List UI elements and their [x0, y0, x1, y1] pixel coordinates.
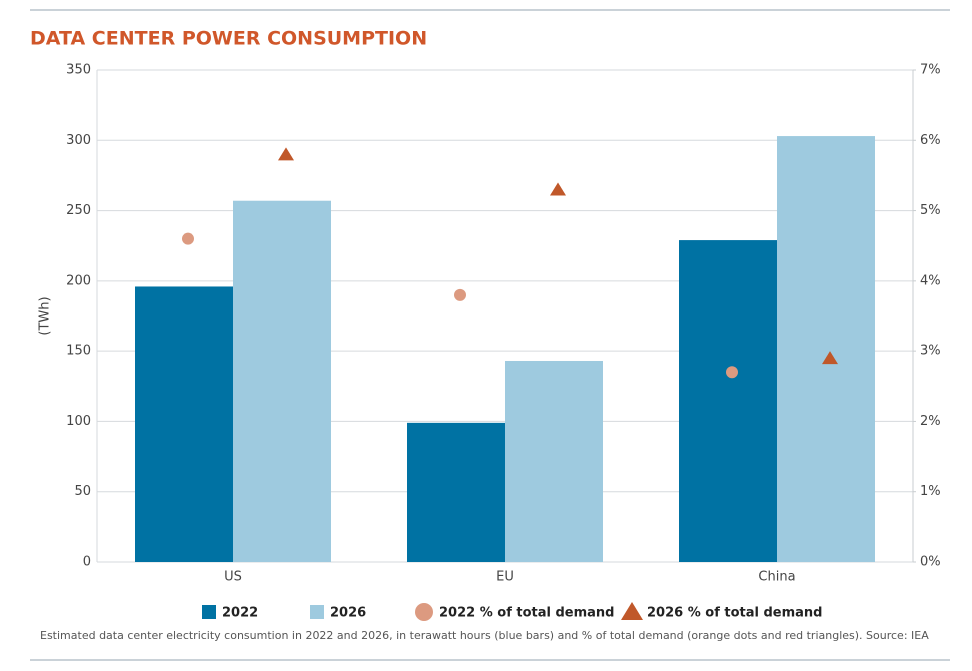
y-axis-label: (TWh) [38, 296, 53, 335]
chart-title: DATA CENTER POWER CONSUMPTION [30, 28, 427, 50]
triangle-marker [278, 147, 294, 161]
dot-marker [454, 288, 466, 301]
legend-swatch [310, 605, 324, 619]
dot-marker [182, 232, 194, 245]
dot-marker [726, 366, 738, 379]
y2-tick-label: 6% [920, 133, 941, 148]
y-tick-label: 300 [66, 133, 91, 148]
bar [233, 200, 331, 562]
bar [505, 360, 603, 562]
y2-tick-label: 7% [920, 63, 941, 78]
y2-tick-label: 4% [920, 273, 941, 288]
legend-label: 2022 [222, 606, 258, 621]
legend-label: 2026 % of total demand [647, 606, 823, 621]
bar [407, 422, 505, 562]
y-tick-label: 150 [66, 344, 91, 359]
y-tick-label: 100 [66, 414, 91, 429]
legend-swatch [621, 602, 643, 620]
y-tick-label: 200 [66, 273, 91, 288]
legend-swatch [202, 605, 216, 619]
bar [679, 240, 777, 562]
y-tick-label: 50 [74, 484, 91, 499]
legend-label: 2026 [330, 606, 366, 621]
x-tick-label: EU [496, 570, 514, 585]
triangle-marker [822, 351, 838, 365]
caption: Estimated data center electricity consum… [40, 629, 929, 642]
y2-tick-label: 1% [920, 484, 941, 499]
y-tick-label: 0 [83, 555, 91, 570]
y2-tick-label: 3% [920, 344, 941, 359]
y2-tick-label: 2% [920, 414, 941, 429]
x-tick-label: China [758, 570, 795, 585]
triangle-marker [550, 182, 566, 196]
y-tick-label: 250 [66, 203, 91, 218]
y-tick-label: 350 [66, 63, 91, 78]
legend-swatch [415, 603, 433, 621]
x-tick-label: US [224, 570, 242, 585]
legend-label: 2022 % of total demand [439, 606, 615, 621]
bar [777, 136, 875, 562]
y2-tick-label: 5% [920, 203, 941, 218]
y2-tick-label: 0% [920, 555, 941, 570]
bar [135, 286, 233, 562]
